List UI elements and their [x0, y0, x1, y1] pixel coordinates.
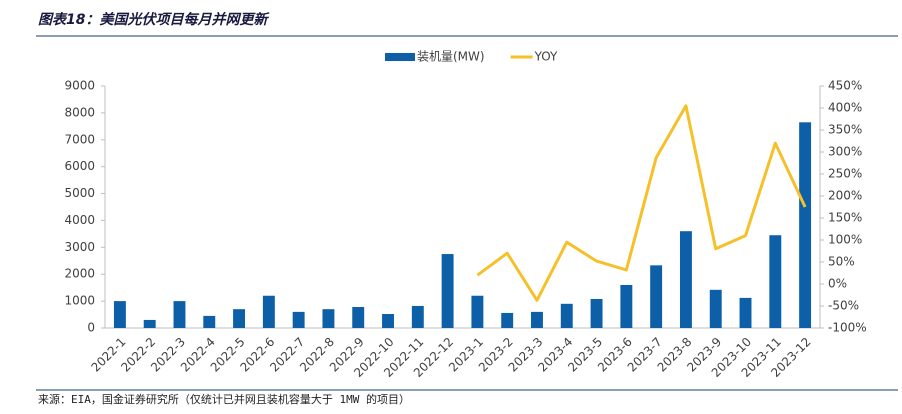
y-tick-label: 0: [87, 321, 95, 335]
y2-tick-label: 0%: [828, 277, 847, 291]
source-note: 来源：EIA，国金证券研究所（仅统计已并网且装机容量大于 1MW 的项目）: [38, 392, 410, 406]
y-tick-label: 1000: [64, 294, 95, 308]
bar: [560, 303, 573, 328]
bar: [352, 307, 365, 328]
bar: [590, 298, 603, 328]
bar: [322, 309, 335, 328]
bar: [471, 295, 484, 328]
legend-swatch: [385, 53, 415, 61]
bar: [203, 315, 216, 328]
y-tick-label: 9000: [64, 79, 95, 93]
y2-tick-label: 50%: [828, 255, 855, 269]
y-tick-label: 5000: [64, 186, 95, 200]
y2-tick-label: 250%: [828, 167, 862, 181]
bar: [173, 301, 186, 328]
y2-tick-label: 350%: [828, 123, 862, 137]
y2-tick-label: -50%: [828, 299, 859, 313]
bar: [620, 284, 633, 328]
bar: [769, 235, 782, 328]
bar: [143, 319, 156, 328]
y2-tick-label: -100%: [828, 321, 867, 335]
bar: [739, 297, 752, 328]
line: [476, 104, 807, 302]
bar: [292, 311, 305, 328]
bar: [709, 289, 722, 328]
y2-tick-label: 400%: [828, 101, 862, 115]
bar: [233, 309, 246, 328]
bar: [799, 122, 812, 328]
y-tick-label: 3000: [64, 240, 95, 254]
bar: [501, 312, 514, 328]
bar: [411, 305, 424, 328]
bar: [113, 301, 126, 328]
y-tick-label: 4000: [64, 213, 95, 227]
legend-label: 装机量(MW): [417, 50, 485, 64]
bar: [650, 265, 663, 328]
y-tick-label: 7000: [64, 132, 95, 146]
bar: [679, 231, 692, 328]
y-tick-label: 8000: [64, 105, 95, 119]
bar: [441, 254, 454, 328]
bar: [262, 295, 275, 328]
bar: [382, 314, 394, 328]
y2-tick-label: 300%: [828, 145, 862, 159]
y2-tick-label: 100%: [828, 233, 862, 247]
chart-title: 图表18：美国光伏项目每月并网更新: [38, 11, 270, 28]
y2-tick-label: 200%: [828, 189, 862, 203]
legend-label: YOY: [534, 50, 558, 64]
bar: [531, 311, 543, 328]
y-tick-label: 2000: [64, 267, 95, 281]
y-tick-label: 6000: [64, 159, 95, 173]
y2-tick-label: 150%: [828, 211, 862, 225]
y2-tick-label: 450%: [828, 79, 862, 93]
